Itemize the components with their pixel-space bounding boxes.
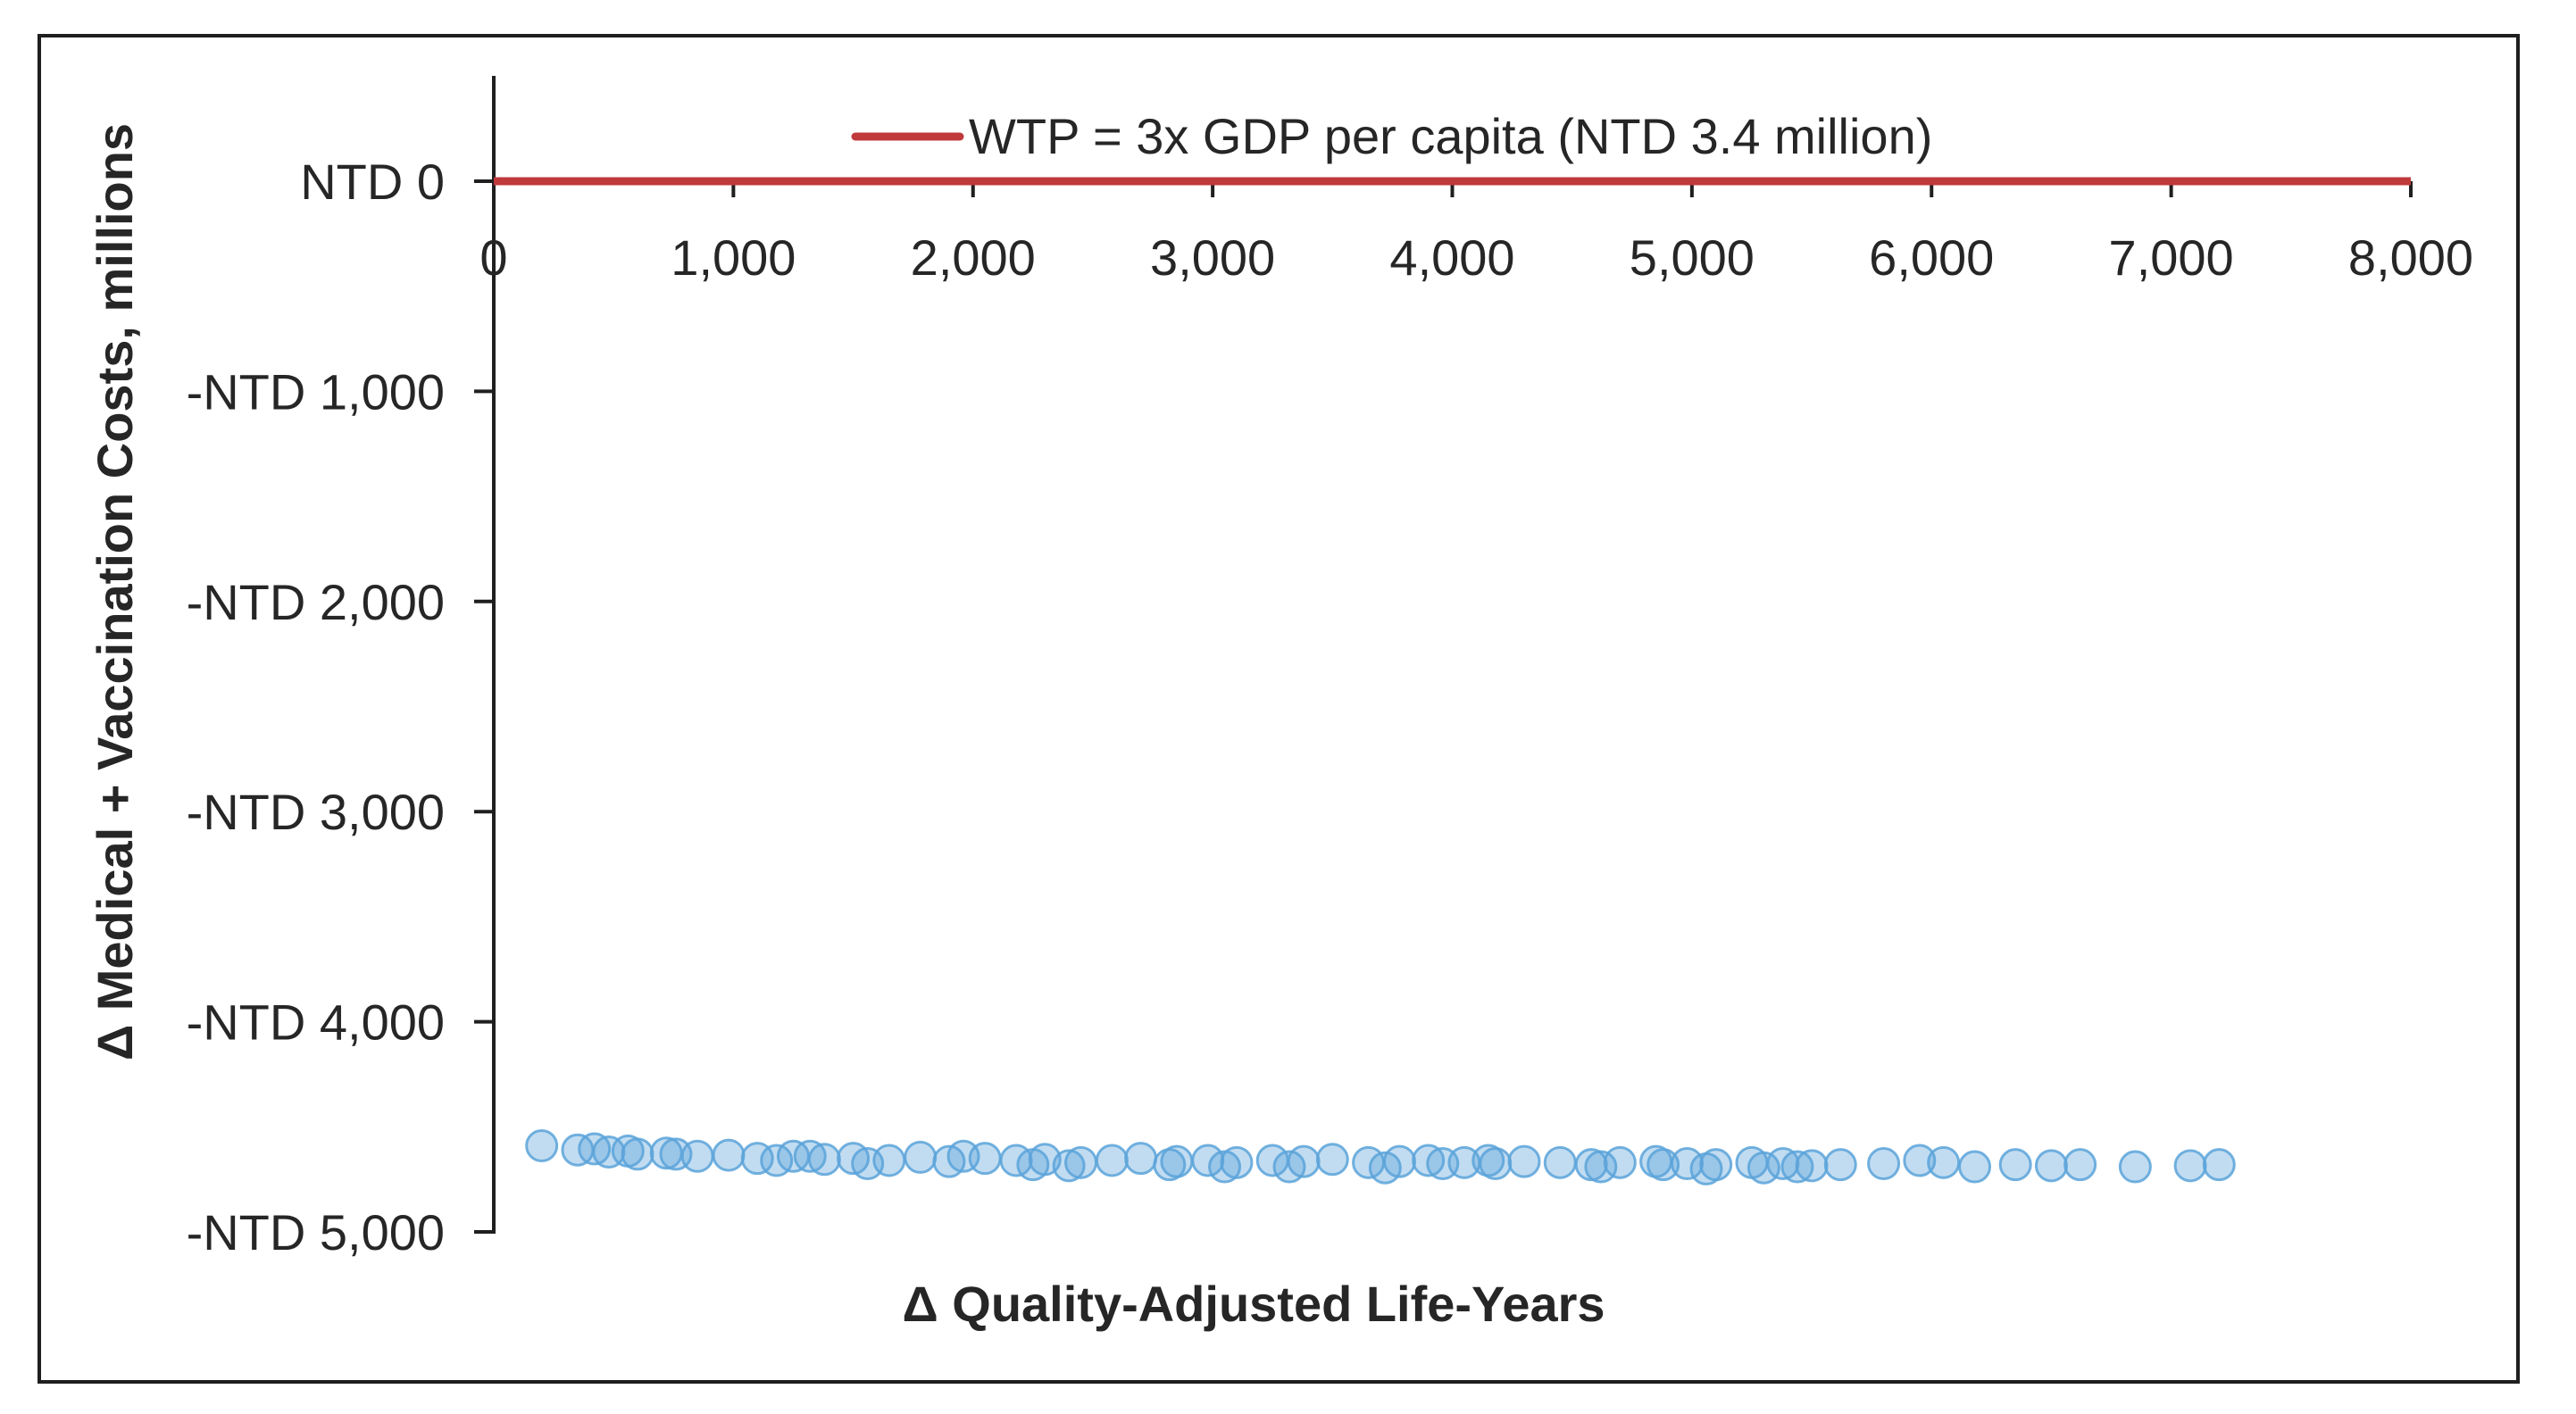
scatter-point — [1671, 1146, 1705, 1180]
scatter-point — [1958, 1150, 1992, 1184]
y-axis-title: Δ Medical + Vaccination Costs, millions — [87, 123, 143, 1060]
scatter-point — [1903, 1144, 1937, 1177]
scatter-point — [2118, 1150, 2152, 1184]
scatter-point — [1272, 1150, 1306, 1184]
scatter-point — [1747, 1151, 1780, 1185]
y-tick-label: -NTD 2,000 — [187, 574, 445, 630]
scatter-point — [525, 1128, 559, 1162]
scatter-point — [1603, 1145, 1637, 1179]
scatter-point — [1507, 1144, 1541, 1178]
scatter-point — [2063, 1148, 2097, 1182]
scatter-point — [1016, 1148, 1050, 1182]
scatter-point — [1208, 1150, 1242, 1184]
scatter-series — [525, 1128, 2236, 1185]
scatter-point — [1095, 1144, 1129, 1177]
scatter-point — [1646, 1148, 1680, 1182]
scatter-point — [1426, 1146, 1460, 1180]
y-tick-label: -NTD 1,000 — [187, 363, 445, 420]
y-tick-label: NTD 0 — [300, 154, 445, 210]
scatter-point — [1867, 1146, 1901, 1180]
x-axis-title: Δ Quality-Adjusted Life-Years — [902, 1276, 1605, 1332]
scatter-point — [1191, 1144, 1225, 1177]
scatter-point — [1780, 1150, 1814, 1184]
scatter-point — [1543, 1145, 1577, 1179]
x-tick-label: 4,000 — [1389, 229, 1514, 286]
scatter-point — [2034, 1149, 2068, 1183]
x-tick-label: 5,000 — [1630, 229, 1755, 286]
y-tick-label: -NTD 4,000 — [187, 994, 445, 1051]
scatter-point — [1471, 1144, 1505, 1177]
scatter-point — [2173, 1149, 2207, 1183]
scatter-point — [1998, 1148, 2032, 1182]
scatter-point — [1823, 1148, 1857, 1182]
legend: WTP = 3x GDP per capita (NTD 3.4 million… — [851, 108, 1932, 164]
x-tick-label: 8,000 — [2348, 229, 2473, 286]
y-axis: NTD 0 -NTD 1,000 -NTD 2,000 -NTD 3,000 -NTD … — [187, 76, 496, 1260]
x-axis: 0 1,000 2,000 3,000 4,000 5,000 6,000 7,000 8,00… — [479, 179, 2473, 286]
scatter-point — [946, 1139, 980, 1173]
scatter-point — [611, 1134, 645, 1168]
scatter-point — [578, 1132, 612, 1166]
scatter-point — [1368, 1151, 1402, 1185]
scatter-point — [760, 1144, 794, 1177]
scatter-point — [1124, 1142, 1158, 1176]
scatter-point — [1052, 1149, 1086, 1183]
scatter-point — [793, 1139, 827, 1173]
x-tick-label: 2,000 — [911, 229, 1036, 286]
scatter-point — [1689, 1152, 1723, 1185]
scatter-point — [1153, 1148, 1187, 1182]
scatter-point — [1927, 1145, 1961, 1179]
y-tick-label: -NTD 5,000 — [187, 1204, 445, 1260]
x-tick-label: 1,000 — [671, 229, 796, 286]
x-tick-label: 0 — [479, 229, 507, 286]
scatter-point — [904, 1140, 938, 1174]
chart-frame — [38, 34, 2520, 1384]
scatter-point — [851, 1146, 885, 1180]
scatter-point — [659, 1137, 693, 1171]
y-tick-label: -NTD 3,000 — [187, 784, 445, 840]
x-tick-label: 3,000 — [1150, 229, 1275, 286]
scatter-point — [1315, 1143, 1349, 1177]
x-tick-label: 6,000 — [1869, 229, 1994, 286]
scatter-point — [1584, 1150, 1618, 1184]
scatter-point — [2202, 1148, 2236, 1182]
legend-label-wtp: WTP = 3x GDP per capita (NTD 3.4 million… — [969, 108, 1932, 164]
scatter-point — [712, 1138, 746, 1172]
x-tick-label: 7,000 — [2109, 229, 2234, 286]
